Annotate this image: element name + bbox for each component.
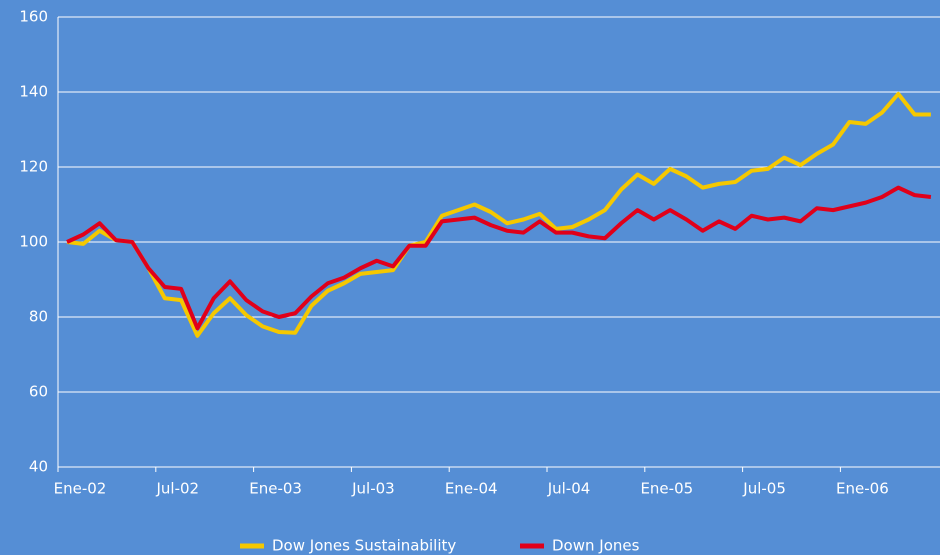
y-tick-label: 40: [29, 458, 48, 476]
legend-label: Dow Jones Sustainability: [272, 537, 456, 555]
x-tick-label: Jul-04: [547, 480, 591, 498]
x-tick-label: Jul-05: [742, 480, 786, 498]
series-line: [66, 91, 931, 338]
y-tick-label: 100: [19, 233, 48, 251]
y-tick-label: 120: [19, 158, 48, 176]
x-tick-label: Ene-06: [836, 480, 889, 498]
x-tick-label: Ene-02: [54, 480, 107, 498]
y-tick-label: 80: [29, 308, 48, 326]
y-tick-label: 140: [19, 83, 48, 101]
x-tick-label: Jul-03: [351, 480, 395, 498]
x-tick-label: Ene-05: [640, 480, 693, 498]
x-tick-label: Ene-03: [249, 480, 302, 498]
y-tick-label: 60: [29, 383, 48, 401]
x-tick-label: Jul-02: [155, 480, 199, 498]
x-tick-label: Ene-04: [445, 480, 498, 498]
legend-label: Down Jones: [552, 537, 640, 555]
series-line: [66, 185, 932, 331]
y-tick-label: 160: [19, 8, 48, 26]
